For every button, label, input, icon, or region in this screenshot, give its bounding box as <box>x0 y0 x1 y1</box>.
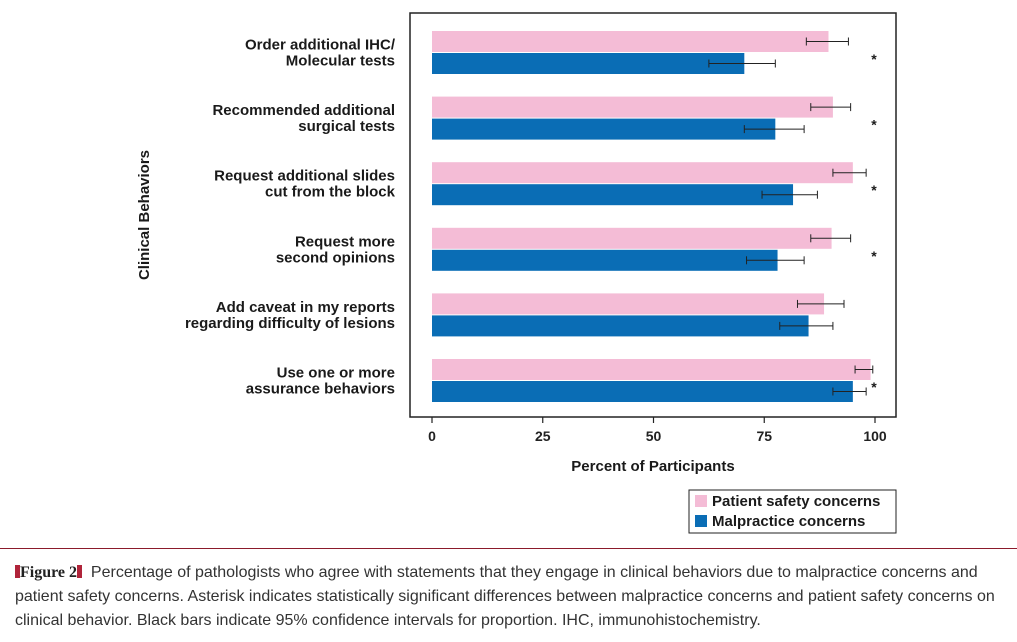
bar <box>432 381 853 402</box>
bars-layer <box>432 31 871 402</box>
error-bar <box>779 321 834 330</box>
category-label: Use one or more <box>277 365 395 382</box>
x-tick-label: 0 <box>428 428 436 444</box>
x-tick-label: 25 <box>535 428 551 444</box>
bar <box>432 53 745 74</box>
legend-items: Patient safety concerns Malpractice conce… <box>695 493 880 530</box>
x-axis-title: Percent of Participants <box>571 458 734 475</box>
error-bar <box>708 59 776 68</box>
caption-divider <box>0 548 1017 549</box>
legend-swatch <box>695 515 707 527</box>
error-bar <box>796 299 845 308</box>
significance-marker: * <box>871 248 877 264</box>
legend: Patient safety concerns Malpractice conce… <box>688 489 897 534</box>
error-bar <box>832 387 867 396</box>
caption-text: Percentage of pathologists who agree wit… <box>15 564 995 629</box>
bar <box>432 96 833 118</box>
category-label: Request more <box>295 233 395 250</box>
x-tick-label: 100 <box>863 428 887 444</box>
category-labels: Order additional IHC/Molecular tests Reco… <box>185 37 396 398</box>
bar <box>432 227 832 249</box>
error-bar <box>832 168 867 177</box>
legend-box <box>688 489 897 534</box>
bar <box>432 359 871 380</box>
error-bar <box>810 234 852 243</box>
category-label: Add caveat in my reports <box>216 299 395 316</box>
error-bar <box>854 365 874 374</box>
category-label: assurance behaviors <box>246 381 395 398</box>
error-bar <box>761 190 818 199</box>
error-bar <box>743 125 805 134</box>
bar-chart: * * * * * 0 25 50 75 100 Order additional IHC/Mo… <box>136 12 897 534</box>
bar <box>432 184 794 206</box>
bar <box>432 162 853 184</box>
category-label: surgical tests <box>298 118 395 135</box>
bar <box>432 31 829 52</box>
category-label: second opinions <box>276 249 395 266</box>
bar <box>432 118 776 140</box>
significance-markers: * * * * * <box>871 51 877 395</box>
legend-swatch <box>695 495 707 507</box>
legend-label: Malpractice concerns <box>712 513 865 530</box>
significance-marker: * <box>871 117 877 133</box>
x-axis-ticks: 0 25 50 75 100 <box>428 417 887 444</box>
error-bar <box>810 103 852 112</box>
legend-label: Patient safety concerns <box>712 493 880 510</box>
bar <box>432 315 809 337</box>
category-label: Request additional slides <box>214 168 395 185</box>
error-bar <box>805 37 849 46</box>
figure-marker-icon <box>15 565 20 578</box>
figure-caption: Figure 2 Percentage of pathologists who … <box>15 561 1010 633</box>
category-label: regarding difficulty of lesions <box>185 315 395 332</box>
category-label: Order additional IHC/ <box>245 37 396 54</box>
significance-marker: * <box>871 51 877 67</box>
bar <box>432 249 778 271</box>
category-label: Molecular tests <box>286 53 395 70</box>
figure-marker-icon <box>77 565 83 578</box>
bar <box>432 293 825 315</box>
x-tick-label: 75 <box>756 428 772 444</box>
y-axis-title: Clinical Behaviors <box>136 150 153 280</box>
error-bar <box>746 256 805 265</box>
figure-label: Figure 2 <box>20 564 78 581</box>
category-label: Recommended additional <box>212 102 395 119</box>
significance-marker: * <box>871 182 877 198</box>
x-tick-label: 50 <box>646 428 662 444</box>
error-bars-layer <box>708 37 874 396</box>
category-label: cut from the block <box>265 184 396 201</box>
significance-marker: * <box>871 379 877 395</box>
